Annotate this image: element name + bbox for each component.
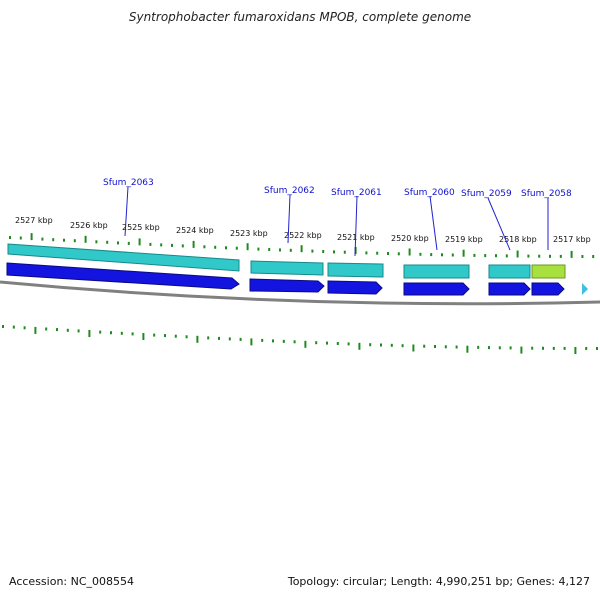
gene-features: [7, 243, 566, 279]
tick-label-2524: 2524 kbp: [176, 226, 214, 235]
gene-label-sfum-2061[interactable]: Sfum_2061: [331, 188, 382, 198]
tick-label-2526: 2526 kbp: [70, 221, 108, 230]
gene-label-sfum-2063[interactable]: Sfum_2063: [103, 178, 154, 188]
tick-label-2517: 2517 kbp: [553, 235, 591, 244]
genome-backbone: [0, 280, 600, 306]
accession-text: Accession: NC_008554: [9, 575, 135, 588]
small-feature-marker[interactable]: [582, 283, 588, 295]
map-title: Syntrophobacter fumaroxidans MPOB, compl…: [128, 10, 472, 24]
gene-label-leader-sfum-2061: [354, 195, 358, 257]
gene-feature-sfum-2061[interactable]: [327, 262, 384, 278]
cds-arrows: [6, 262, 588, 296]
gene-label-leader-sfum-2059: [487, 197, 511, 251]
gene-label-sfum-2059[interactable]: Sfum_2059: [461, 189, 512, 199]
tick-label-2522: 2522 kbp: [284, 231, 322, 240]
gene-feature-sfum-2058[interactable]: [531, 264, 566, 279]
cds-arrow-sfum-2063[interactable]: [6, 262, 240, 290]
cds-arrow-sfum-2061[interactable]: [327, 280, 383, 295]
tick-label-2523: 2523 kbp: [230, 229, 268, 238]
cds-arrow-sfum-2058[interactable]: [531, 282, 565, 296]
inner-tick-marks: [2, 325, 598, 354]
outer-tick-marks: [9, 233, 595, 258]
cds-arrow-sfum-2062[interactable]: [249, 278, 325, 293]
gene-label-sfum-2060[interactable]: Sfum_2060: [404, 188, 455, 198]
tick-labels: 2527 kbp 2526 kbp 2525 kbp 2524 kbp 2523…: [15, 216, 591, 244]
gene-labels: Sfum_2063 Sfum_2062 Sfum_2061 Sfum_2060 …: [103, 178, 572, 257]
tick-label-2519: 2519 kbp: [445, 235, 483, 244]
cds-arrow-sfum-2059[interactable]: [488, 282, 531, 296]
gene-feature-sfum-2059[interactable]: [488, 264, 531, 279]
gene-label-sfum-2062[interactable]: Sfum_2062: [264, 186, 315, 196]
genome-summary-text: Topology: circular; Length: 4,990,251 bp…: [287, 575, 590, 588]
tick-label-2527: 2527 kbp: [15, 216, 53, 225]
cds-arrow-sfum-2060[interactable]: [403, 282, 470, 296]
gene-label-leader-sfum-2063: [124, 186, 129, 237]
tick-label-2525: 2525 kbp: [122, 223, 160, 232]
tick-label-2520: 2520 kbp: [391, 234, 429, 243]
gene-label-sfum-2058[interactable]: Sfum_2058: [521, 189, 572, 199]
gene-feature-sfum-2062[interactable]: [250, 260, 324, 276]
gene-label-leader-sfum-2060: [429, 195, 438, 251]
gene-label-leader-sfum-2062: [287, 194, 291, 244]
tick-label-2518: 2518 kbp: [499, 235, 537, 244]
gene-feature-sfum-2060[interactable]: [403, 264, 470, 279]
gene-feature-sfum-2063[interactable]: [7, 243, 240, 272]
